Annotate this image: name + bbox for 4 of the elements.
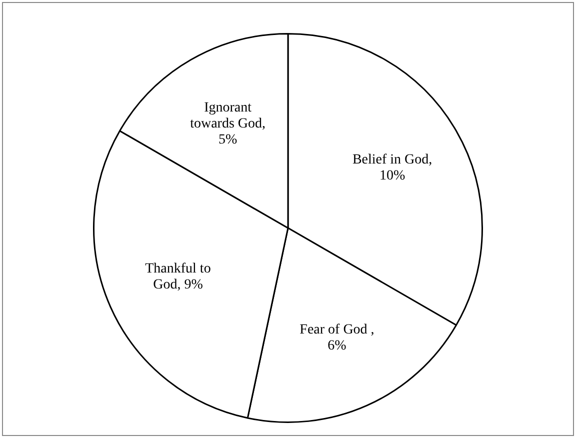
slice-label: Belief in God, 10% — [352, 152, 432, 184]
slice-label: Ignorant towards God, 5% — [190, 100, 266, 148]
slice-label: Fear of God , 6% — [300, 322, 374, 354]
slice-label: Thankful to God, 9% — [145, 262, 211, 293]
